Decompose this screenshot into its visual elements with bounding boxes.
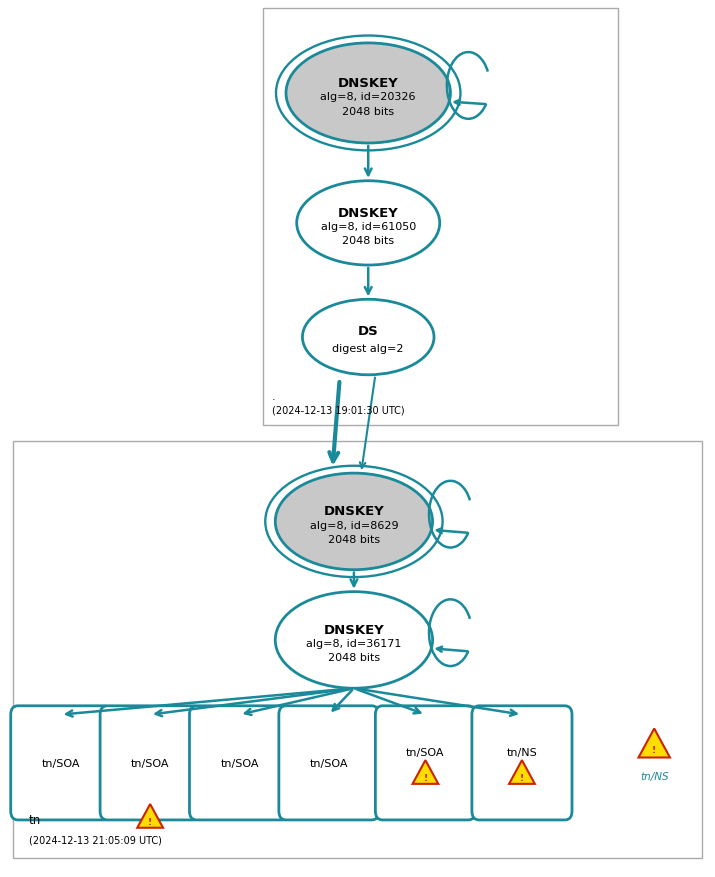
Text: !: !: [423, 773, 428, 781]
Text: DNSKEY: DNSKEY: [324, 624, 384, 636]
FancyBboxPatch shape: [279, 706, 379, 820]
Text: tn/NS: tn/NS: [640, 771, 669, 781]
Text: (2024-12-13 21:05:09 UTC): (2024-12-13 21:05:09 UTC): [29, 834, 162, 845]
Text: tn/SOA: tn/SOA: [406, 747, 445, 758]
Text: tn/SOA: tn/SOA: [41, 758, 80, 768]
FancyBboxPatch shape: [375, 706, 475, 820]
Text: alg=8, id=61050: alg=8, id=61050: [320, 222, 416, 232]
FancyBboxPatch shape: [472, 706, 572, 820]
Ellipse shape: [302, 300, 434, 375]
Text: !: !: [148, 816, 152, 825]
Text: (2024-12-13 19:01:30 UTC): (2024-12-13 19:01:30 UTC): [272, 405, 404, 416]
Text: alg=8, id=20326: alg=8, id=20326: [320, 92, 416, 103]
FancyBboxPatch shape: [189, 706, 290, 820]
Text: !: !: [652, 745, 656, 754]
Ellipse shape: [297, 182, 440, 266]
Polygon shape: [638, 729, 670, 758]
Ellipse shape: [275, 474, 433, 570]
FancyBboxPatch shape: [263, 9, 618, 425]
Text: DNSKEY: DNSKEY: [338, 207, 398, 219]
Polygon shape: [137, 804, 163, 828]
Text: !: !: [520, 773, 524, 781]
Text: tn/SOA: tn/SOA: [310, 758, 348, 768]
Ellipse shape: [275, 592, 433, 688]
Text: DS: DS: [358, 324, 379, 337]
Text: 2048 bits: 2048 bits: [328, 534, 380, 545]
Text: .: .: [272, 391, 275, 402]
FancyBboxPatch shape: [13, 441, 702, 858]
Text: tn: tn: [29, 814, 41, 826]
Text: alg=8, id=8629: alg=8, id=8629: [310, 520, 398, 531]
Text: DNSKEY: DNSKEY: [324, 505, 384, 517]
FancyBboxPatch shape: [11, 706, 111, 820]
FancyBboxPatch shape: [100, 706, 200, 820]
Text: tn/SOA: tn/SOA: [131, 758, 169, 768]
Text: 2048 bits: 2048 bits: [328, 652, 380, 663]
Polygon shape: [509, 760, 535, 784]
Text: 2048 bits: 2048 bits: [342, 106, 394, 117]
Text: alg=8, id=36171: alg=8, id=36171: [306, 638, 402, 649]
Polygon shape: [413, 760, 438, 784]
Text: tn/SOA: tn/SOA: [220, 758, 259, 768]
Text: tn/NS: tn/NS: [506, 747, 538, 758]
Ellipse shape: [286, 44, 450, 144]
Text: DNSKEY: DNSKEY: [338, 77, 398, 89]
Text: 2048 bits: 2048 bits: [342, 236, 394, 246]
Text: digest alg=2: digest alg=2: [332, 343, 404, 353]
